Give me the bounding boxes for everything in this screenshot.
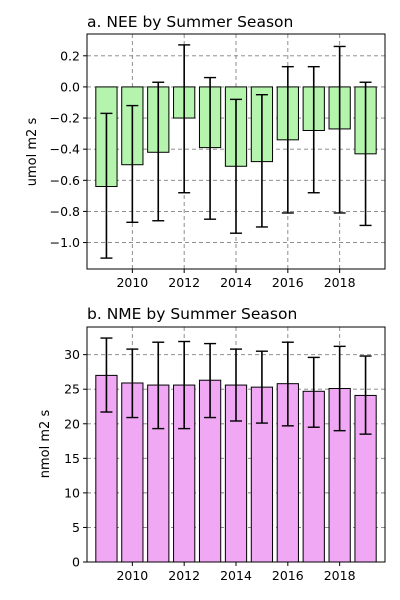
nme-y-tick-label: 0 <box>72 555 80 570</box>
nee-y-axis-label: umol m2 s <box>25 118 40 187</box>
nme-error-bars <box>100 337 372 435</box>
nee-error-bars <box>100 44 372 259</box>
nee-panel: a. NEE by Summer Season umol m2 s 0.2 0.0… <box>25 13 386 290</box>
nme-y-tick-label: 5 <box>72 520 80 535</box>
nme-y-tick-label: 30 <box>64 347 80 362</box>
nee-y-tick-label: −0.8 <box>50 204 80 219</box>
nee-x-tick-label: 2014 <box>220 275 252 290</box>
nme-x-tick-label: 2016 <box>272 568 304 583</box>
nee-y-tick-label: 0.0 <box>60 79 80 94</box>
nee-y-tick-label: 0.2 <box>60 48 80 63</box>
nee-x-tick-label: 2010 <box>116 275 148 290</box>
nee-y-tick-label: −1.0 <box>50 235 80 250</box>
nme-x-axis: 2010 2012 2014 2016 2018 <box>116 562 356 583</box>
nee-x-axis: 2010 2012 2014 2016 2018 <box>116 269 356 290</box>
nme-y-tick-label: 15 <box>64 451 80 466</box>
nee-y-tick-label: −0.2 <box>50 111 80 126</box>
nee-y-tick-label: −0.4 <box>50 142 80 157</box>
nme-x-tick-label: 2018 <box>324 568 356 583</box>
nee-y-axis: 0.2 0.0 −0.2 −0.4 −0.6 −0.8 −1.0 <box>50 48 87 250</box>
nme-panel: b. NME by Summer Season nmol m2 s 30 25 20… <box>38 305 386 583</box>
nee-x-tick-label: 2012 <box>168 275 200 290</box>
nee-x-tick-label: 2016 <box>272 275 304 290</box>
nme-y-tick-label: 25 <box>64 382 80 397</box>
nme-y-axis-label: nmol m2 s <box>38 410 53 479</box>
nme-y-tick-label: 20 <box>64 416 80 431</box>
nee-chart-title: a. NEE by Summer Season <box>87 13 293 31</box>
nme-x-tick-label: 2012 <box>168 568 200 583</box>
nme-y-tick-label: 10 <box>64 485 80 500</box>
nme-y-axis: 30 25 20 15 10 5 0 <box>64 347 87 570</box>
nee-x-tick-label: 2018 <box>324 275 356 290</box>
nme-x-tick-label: 2010 <box>116 568 148 583</box>
nme-chart-title: b. NME by Summer Season <box>87 305 297 323</box>
nee-y-tick-label: −0.6 <box>50 173 80 188</box>
nme-x-tick-label: 2014 <box>220 568 252 583</box>
